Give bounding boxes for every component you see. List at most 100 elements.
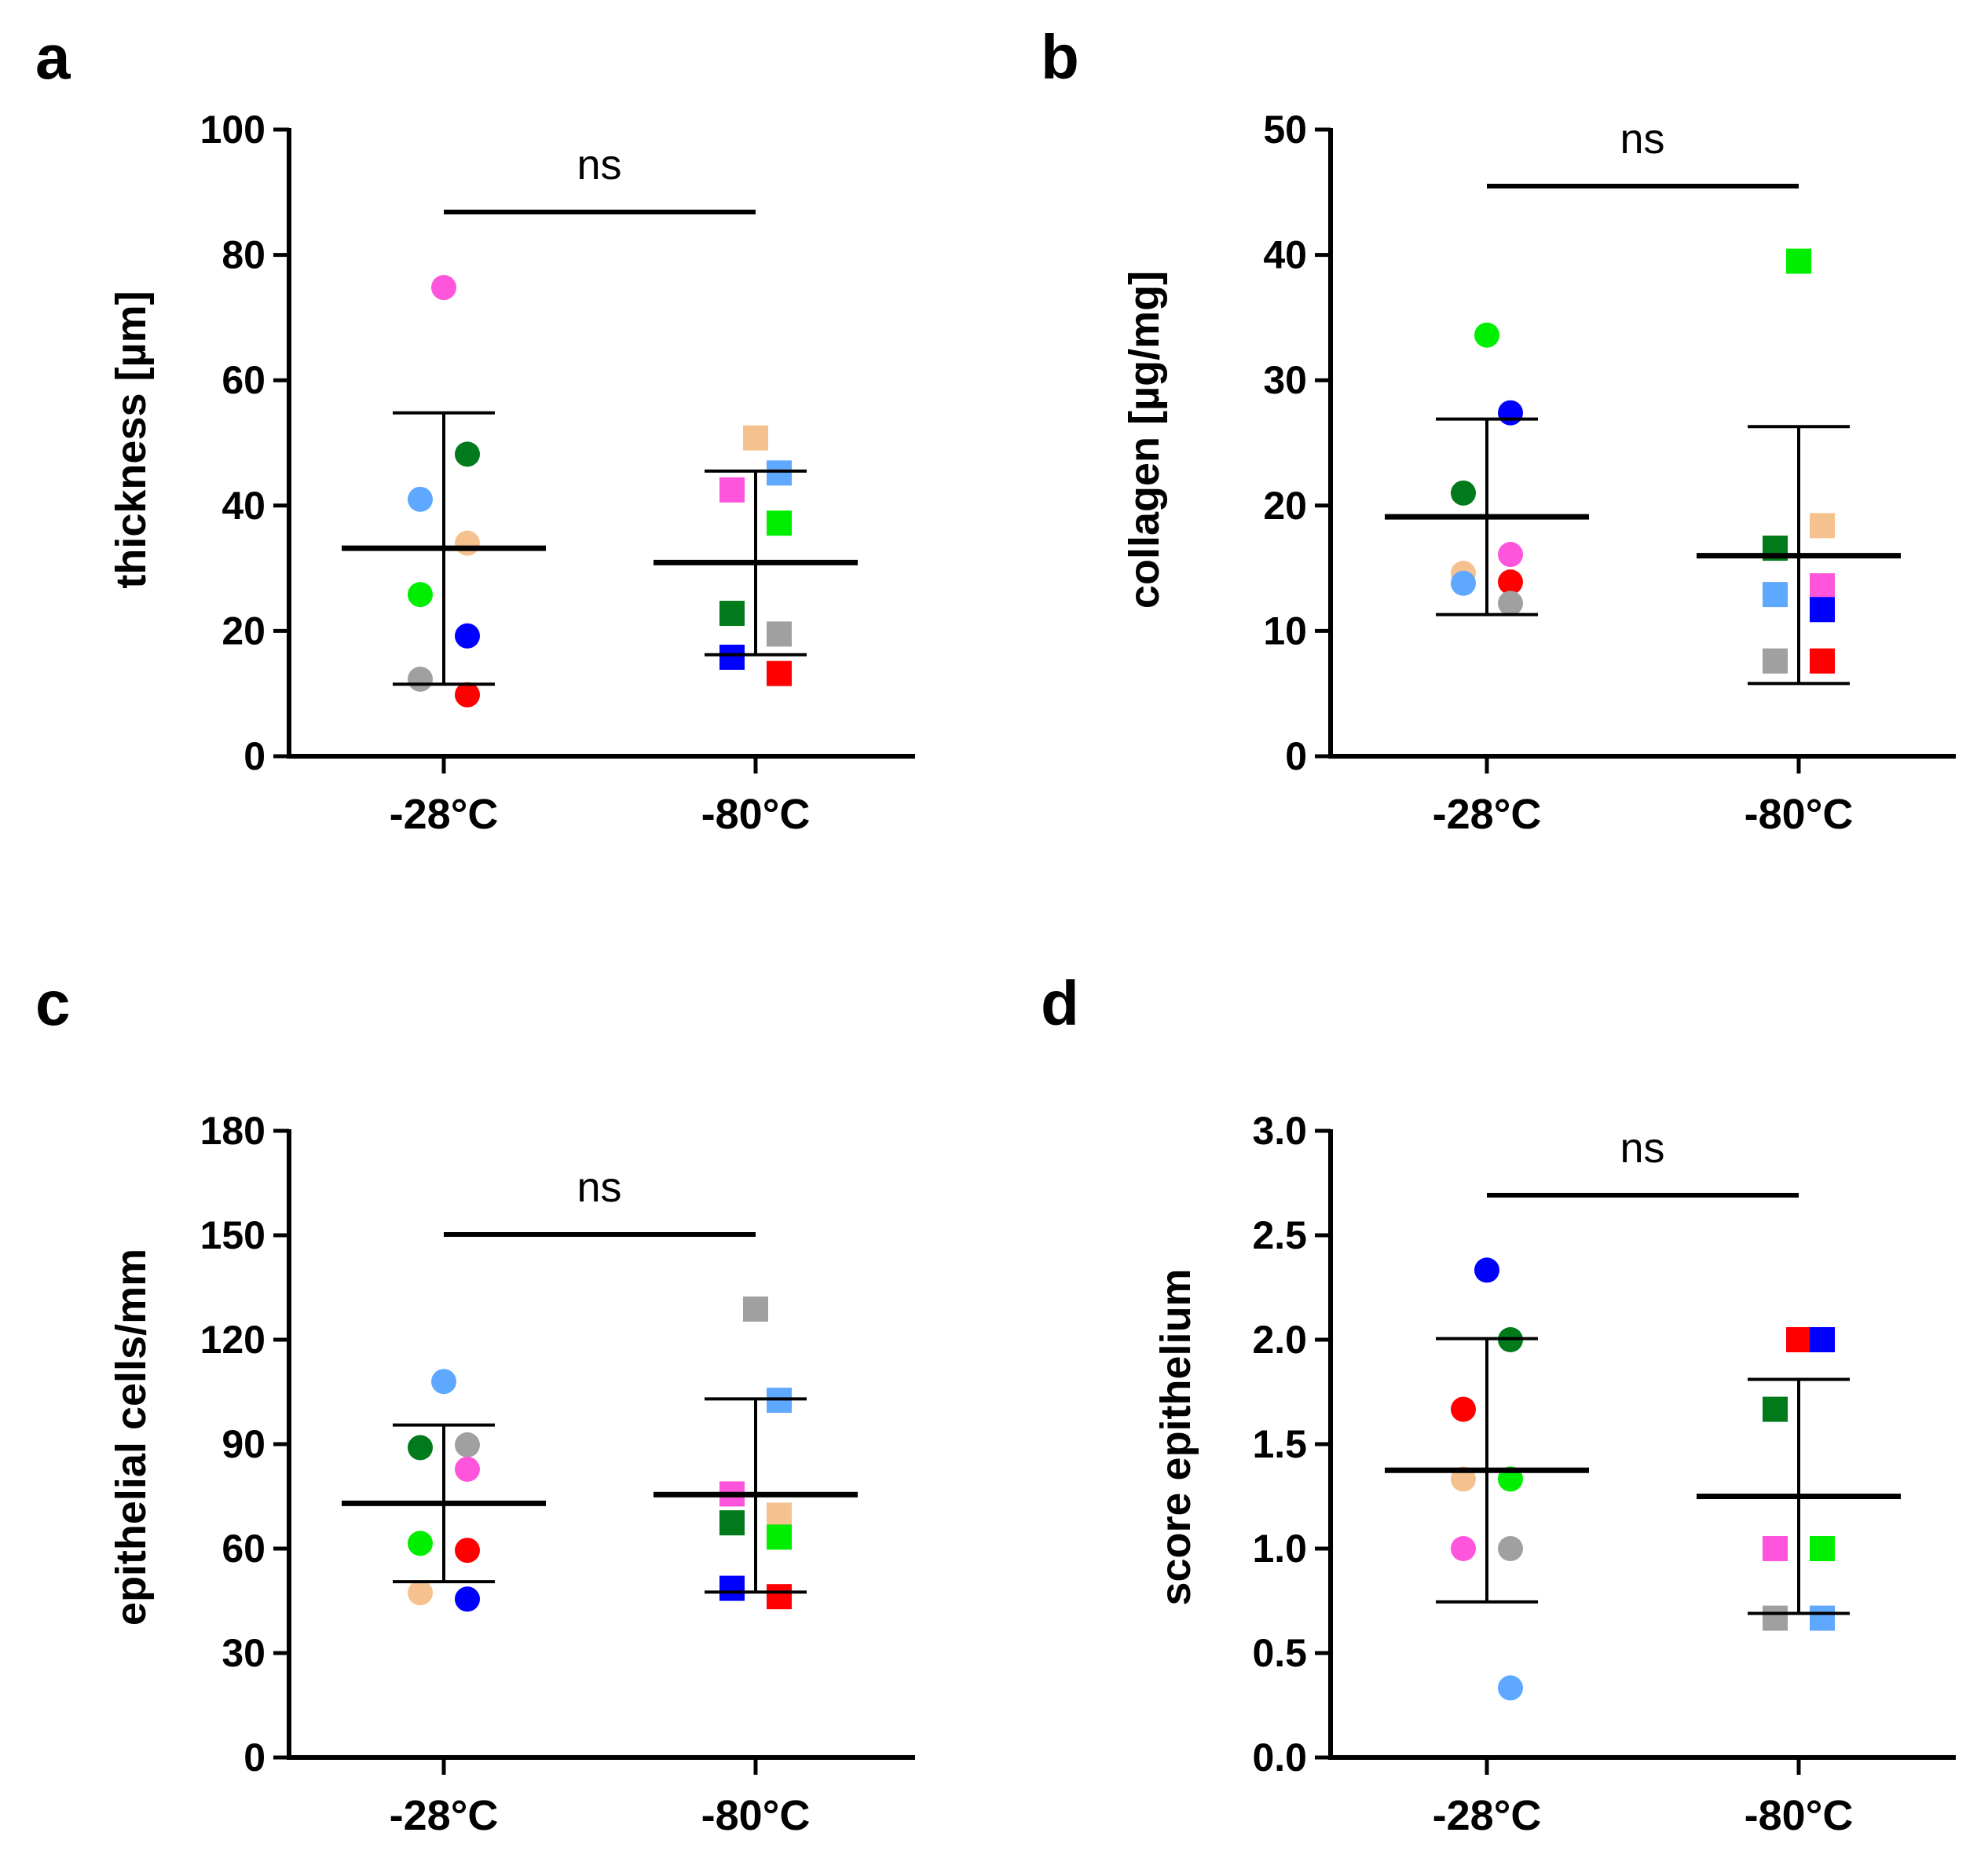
y-tick-label: 60	[221, 1527, 265, 1571]
data-point	[408, 582, 433, 608]
y-tick-label: 0	[243, 1736, 265, 1779]
data-point	[455, 1456, 480, 1482]
panel-letter-d: d	[1041, 968, 1079, 1038]
y-tick-label: 2.5	[1252, 1213, 1307, 1257]
data-point	[719, 644, 745, 670]
data-point	[408, 666, 433, 692]
data-point	[455, 1586, 480, 1612]
y-tick-label: 0.5	[1252, 1631, 1307, 1675]
y-tick-label: 2.0	[1252, 1318, 1307, 1362]
y-axis-label-c: epithelial cells/mm	[108, 1249, 155, 1626]
y-tick-label: 40	[221, 484, 265, 528]
y-tick-label: 100	[200, 108, 265, 152]
data-point	[455, 530, 480, 556]
y-tick-label: 20	[221, 609, 265, 653]
y-tick-label: 3.0	[1252, 1109, 1307, 1153]
data-point	[1763, 582, 1788, 608]
y-tick-label: 150	[200, 1213, 265, 1257]
data-point	[767, 1502, 792, 1528]
data-point	[455, 441, 480, 467]
y-tick-label: 0	[243, 734, 265, 778]
y-tick-label: 10	[1263, 609, 1307, 653]
significance-label-c: ns	[577, 1164, 621, 1211]
data-point	[431, 1369, 456, 1395]
data-point	[767, 660, 792, 686]
plot-area-d: 0.0 0.5 1.0 1.5 2.0 2.5 3.0	[1252, 1109, 1956, 1779]
data-point	[743, 425, 768, 451]
data-point	[1498, 591, 1523, 616]
data-point	[1786, 248, 1811, 274]
data-point	[1810, 1536, 1835, 1561]
data-point	[1810, 1327, 1835, 1352]
data-point	[1763, 1536, 1788, 1561]
y-tick-label: 120	[200, 1318, 265, 1362]
y-tick-label: 1.0	[1252, 1527, 1307, 1571]
panel-a: a thickness [µm] -28°C -80°C ns 0 20 40 60 8…	[35, 22, 915, 838]
data-point	[431, 275, 456, 301]
plot-area-b: 0 10 20 30 40 50	[1263, 108, 1956, 778]
x-category-label-d-2: -80°C	[1745, 1792, 1854, 1839]
data-point	[1451, 1396, 1476, 1422]
data-point	[455, 623, 480, 649]
data-point	[1498, 569, 1523, 595]
panel-c: c epithelial cells/mm -28°C -80°C ns 0 30…	[35, 968, 915, 1839]
data-point	[408, 486, 433, 512]
data-point	[1474, 322, 1499, 348]
data-point	[1763, 648, 1788, 674]
y-tick-label: 20	[1263, 484, 1307, 528]
y-tick-label: 0	[1285, 734, 1307, 778]
x-category-label-c-2: -80°C	[701, 1792, 811, 1839]
y-axis-label-d: score epithelium	[1152, 1268, 1199, 1605]
x-category-label-b-1: -28°C	[1433, 791, 1542, 838]
x-category-label-a-1: -28°C	[390, 791, 499, 838]
data-point	[1474, 1257, 1499, 1283]
data-point	[767, 460, 792, 486]
y-tick-label: 60	[221, 358, 265, 402]
data-point	[767, 510, 792, 536]
data-point	[1498, 1675, 1523, 1701]
y-tick-label: 40	[1263, 233, 1307, 277]
data-point	[455, 1538, 480, 1564]
significance-label-b: ns	[1620, 115, 1664, 163]
data-point	[1451, 1536, 1476, 1561]
panel-letter-b: b	[1041, 22, 1079, 92]
significance-label-a: ns	[577, 141, 621, 188]
data-point	[1763, 1396, 1788, 1422]
x-category-label-c-1: -28°C	[390, 1792, 499, 1839]
data-point	[719, 601, 745, 627]
y-tick-label: 50	[1263, 108, 1307, 152]
data-point	[767, 1584, 792, 1610]
data-point	[1810, 597, 1835, 623]
y-tick-label: 30	[1263, 358, 1307, 402]
data-point	[1763, 1605, 1788, 1631]
x-category-label-d-1: -28°C	[1433, 1792, 1542, 1839]
data-point	[1786, 1327, 1811, 1352]
data-point	[1498, 1536, 1523, 1561]
data-point	[719, 1510, 745, 1536]
plot-area-c: 0 30 60 90 120 150 180	[200, 1109, 915, 1779]
data-point	[767, 1524, 792, 1550]
data-point	[1810, 513, 1835, 539]
data-point	[719, 1575, 745, 1601]
y-tick-label: 80	[221, 233, 265, 277]
panel-d: d score epithelium -28°C -80°C ns 0.0 0.5…	[1041, 968, 1956, 1839]
data-point	[1451, 570, 1476, 596]
data-point	[743, 1296, 768, 1322]
y-tick-label: 30	[221, 1631, 265, 1675]
data-point	[408, 1531, 433, 1556]
y-axis-label-a: thickness [µm]	[108, 291, 155, 588]
y-tick-label: 90	[221, 1422, 265, 1466]
data-point	[408, 1435, 433, 1461]
data-point	[1810, 1605, 1835, 1631]
y-tick-label: 180	[200, 1109, 265, 1153]
y-axis-label-b: collagen [µg/mg]	[1121, 271, 1168, 609]
y-tick-label: 0.0	[1252, 1736, 1307, 1779]
panel-b: b collagen [µg/mg] -28°C -80°C ns 0 10 20 3…	[1041, 22, 1956, 838]
data-point	[455, 682, 480, 708]
data-point	[1498, 400, 1523, 426]
data-point	[1498, 542, 1523, 568]
panel-letter-c: c	[35, 968, 71, 1038]
significance-label-d: ns	[1620, 1125, 1664, 1172]
panel-letter-a: a	[35, 22, 71, 92]
